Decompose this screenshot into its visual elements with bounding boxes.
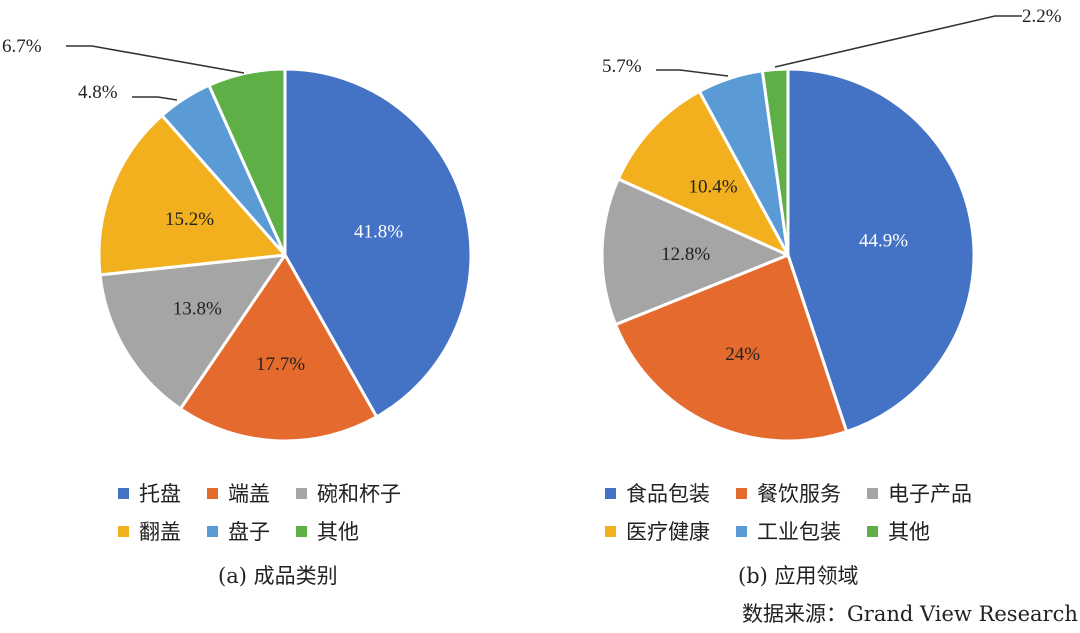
pie0-leader-line-5 bbox=[66, 45, 245, 74]
legend0-item-0: 托盘 bbox=[118, 478, 181, 508]
legend-label: 医疗健康 bbox=[626, 520, 710, 544]
legend0-item-3: 翻盖 bbox=[118, 516, 181, 546]
legend0-item-1: 端盖 bbox=[207, 478, 270, 508]
legend-label: 碗和杯子 bbox=[317, 482, 401, 506]
pie0-slice-5 bbox=[207, 67, 287, 257]
legend-swatch bbox=[736, 487, 747, 499]
legend1-item-1: 餐饮服务 bbox=[736, 478, 841, 508]
pie1-label-2: 12.8% bbox=[661, 244, 710, 265]
legend-swatch bbox=[118, 487, 129, 499]
pie1-slice-3 bbox=[616, 89, 790, 257]
pie1-leader-line-4 bbox=[656, 69, 729, 77]
pie1-slice-2 bbox=[600, 177, 790, 327]
legend1-item-3: 医疗健康 bbox=[605, 516, 710, 546]
legend0-item-5: 其他 bbox=[296, 516, 401, 546]
legend-swatch bbox=[736, 525, 747, 537]
legend-swatch bbox=[296, 487, 307, 499]
legend1-item-2: 电子产品 bbox=[867, 478, 972, 508]
pie1-slice-0 bbox=[786, 67, 976, 434]
pie1-label-4: 5.7% bbox=[602, 56, 642, 77]
legend-label: 餐饮服务 bbox=[757, 482, 841, 506]
legend1-item-4: 工业包装 bbox=[736, 516, 841, 546]
pie0-leader-line-4 bbox=[132, 96, 178, 101]
caption-b: (b) 应用领域 bbox=[738, 564, 859, 588]
legend1-item-5: 其他 bbox=[867, 516, 972, 546]
legend-swatch bbox=[207, 487, 218, 499]
legend-label: 翻盖 bbox=[139, 520, 181, 544]
pie0-label-3: 15.2% bbox=[165, 209, 214, 230]
legend1-item-0: 食品包装 bbox=[605, 478, 710, 508]
legend-swatch bbox=[867, 487, 878, 499]
legend-label: 其他 bbox=[888, 520, 930, 544]
legend-label: 食品包装 bbox=[626, 482, 710, 506]
legend-label: 电子产品 bbox=[888, 482, 972, 506]
legend-a: 托盘 端盖 碗和杯子翻盖 盘子 其他 bbox=[118, 478, 401, 546]
legend0-item-2: 碗和杯子 bbox=[296, 478, 401, 508]
legend0-item-4: 盘子 bbox=[207, 516, 270, 546]
pie0-label-5: 6.7% bbox=[2, 36, 42, 57]
pie0-label-1: 17.7% bbox=[256, 354, 305, 375]
pie0-slice-2 bbox=[98, 253, 287, 411]
legend-swatch bbox=[118, 525, 129, 537]
legend-label: 盘子 bbox=[228, 520, 270, 544]
legend-swatch bbox=[867, 525, 878, 537]
legend-swatch bbox=[605, 487, 616, 499]
pie0-label-4: 4.8% bbox=[78, 82, 118, 103]
pie1-label-0: 44.9% bbox=[859, 231, 908, 252]
legend-b: 食品包装 餐饮服务 电子产品医疗健康 工业包装 其他 bbox=[605, 478, 972, 546]
pie0-label-2: 13.8% bbox=[173, 299, 222, 320]
pie1-leader-line-5 bbox=[774, 15, 1022, 68]
legend-label: 其他 bbox=[317, 520, 359, 544]
pie0-label-0: 41.8% bbox=[354, 221, 403, 242]
data-source: 数据来源：Grand View Research bbox=[742, 602, 1078, 626]
pie1-label-5: 2.2% bbox=[1022, 6, 1062, 27]
pie0-slice-0 bbox=[283, 67, 473, 419]
legend-swatch bbox=[207, 525, 218, 537]
pie1-label-3: 10.4% bbox=[688, 176, 737, 197]
legend-swatch bbox=[296, 525, 307, 537]
legend-swatch bbox=[605, 525, 616, 537]
legend-label: 端盖 bbox=[228, 482, 270, 506]
legend-label: 工业包装 bbox=[757, 520, 841, 544]
legend-label: 托盘 bbox=[139, 482, 181, 506]
pie1-label-1: 24% bbox=[725, 344, 760, 365]
pie1-slice-5 bbox=[760, 67, 790, 257]
caption-a: (a) 成品类别 bbox=[218, 564, 338, 588]
pie0-slice-1 bbox=[178, 253, 379, 443]
pie0-slice-3 bbox=[97, 113, 287, 277]
